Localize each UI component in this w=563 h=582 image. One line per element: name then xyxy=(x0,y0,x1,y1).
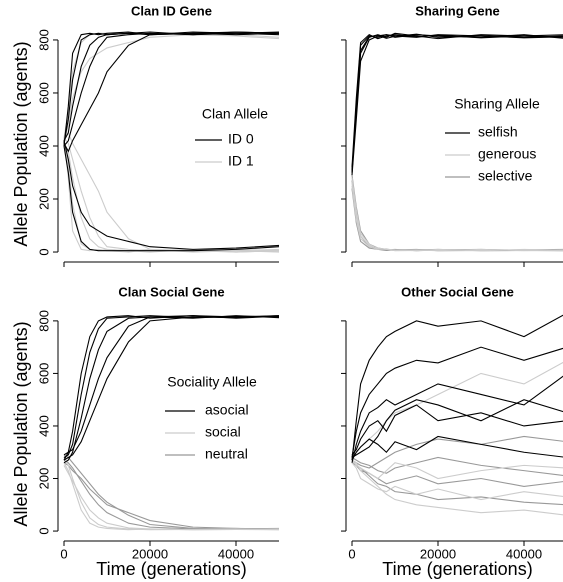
y-tick-label: 200 xyxy=(36,468,51,490)
run-line xyxy=(63,462,280,530)
legend-title: Sharing Allele xyxy=(454,96,540,112)
run-line xyxy=(351,346,563,458)
run-line xyxy=(63,31,280,144)
y-tick-label: 400 xyxy=(36,415,51,437)
legend-label: selfish xyxy=(478,124,518,140)
run-line xyxy=(351,314,563,461)
run-line xyxy=(63,145,280,252)
run-line xyxy=(351,180,563,252)
y-tick-label: 200 xyxy=(36,188,51,210)
run-line xyxy=(351,459,563,480)
y-axis-label: Allele Population (agents) xyxy=(11,41,31,246)
x-tick-label: 0 xyxy=(348,546,355,561)
y-tick-label: 400 xyxy=(36,135,51,157)
run-line xyxy=(63,454,280,530)
run-line xyxy=(351,361,563,458)
run-line xyxy=(351,177,563,252)
run-line xyxy=(63,34,280,144)
legend-label: social xyxy=(205,424,241,440)
x-tick-label: 20000 xyxy=(132,546,168,561)
x-axis-label: Time (generations) xyxy=(96,559,246,579)
run-line xyxy=(351,183,563,252)
x-tick-label: 0 xyxy=(60,546,67,561)
legend-label: asocial xyxy=(205,402,249,418)
run-line xyxy=(63,140,280,250)
legend-label: selective xyxy=(478,168,533,184)
y-axis-label: Allele Population (agents) xyxy=(11,321,31,526)
run-line xyxy=(63,131,280,252)
panel-title: Sharing Gene xyxy=(415,3,500,18)
x-axis-label: Time (generations) xyxy=(382,559,532,579)
legend-label: neutral xyxy=(205,446,248,462)
y-tick-label: 600 xyxy=(36,82,51,104)
run-line xyxy=(351,375,563,463)
run-line xyxy=(351,175,563,252)
run-line xyxy=(351,462,563,501)
x-tick-label: 40000 xyxy=(218,546,254,561)
legend-title: Sociality Allele xyxy=(167,374,257,390)
legend-title: Clan Allele xyxy=(202,106,268,122)
legend-label: ID 1 xyxy=(228,153,254,169)
run-line xyxy=(351,435,563,469)
run-line xyxy=(351,459,563,516)
run-line xyxy=(351,33,563,173)
run-line xyxy=(351,435,563,461)
panel-title: Clan Social Gene xyxy=(118,284,224,299)
run-line xyxy=(351,399,563,458)
run-line xyxy=(63,457,280,531)
run-line xyxy=(63,143,280,253)
run-line xyxy=(63,31,280,147)
run-line xyxy=(351,404,563,456)
panel-title: Other Social Gene xyxy=(401,284,514,299)
run-line xyxy=(351,185,563,252)
run-line xyxy=(351,456,563,476)
legend-label: ID 0 xyxy=(228,131,254,147)
y-tick-label: 800 xyxy=(36,29,51,51)
y-tick-label: 800 xyxy=(36,310,51,332)
run-line xyxy=(63,465,280,531)
run-line xyxy=(351,34,563,176)
run-line xyxy=(63,32,280,153)
x-tick-label: 20000 xyxy=(420,546,456,561)
y-tick-label: 0 xyxy=(36,527,51,534)
legend-label: generous xyxy=(478,146,536,162)
run-line xyxy=(63,31,280,141)
run-line xyxy=(63,137,280,253)
run-line xyxy=(63,462,280,531)
y-tick-label: 600 xyxy=(36,363,51,385)
run-line xyxy=(351,188,563,252)
y-tick-label: 0 xyxy=(36,248,51,255)
x-tick-label: 40000 xyxy=(506,546,542,561)
run-line xyxy=(63,315,280,461)
run-line xyxy=(63,315,280,456)
run-line xyxy=(63,315,280,464)
panel-title: Clan ID Gene xyxy=(131,3,212,18)
run-line xyxy=(351,33,563,168)
run-line xyxy=(63,31,280,147)
run-line xyxy=(63,32,280,139)
